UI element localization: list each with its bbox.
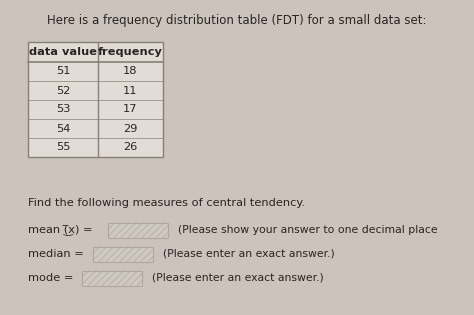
Text: Find the following measures of central tendency.: Find the following measures of central t…: [28, 198, 305, 208]
Bar: [82, 271, 142, 285]
Bar: [28, 42, 163, 157]
Text: 54: 54: [56, 123, 70, 134]
Text: 51: 51: [56, 66, 70, 77]
Text: (Please show your answer to one decimal place: (Please show your answer to one decimal …: [178, 225, 438, 235]
Text: data value: data value: [29, 47, 97, 57]
Text: 29: 29: [123, 123, 137, 134]
Text: median =: median =: [28, 249, 84, 259]
Text: 55: 55: [56, 142, 70, 152]
Text: 26: 26: [123, 142, 137, 152]
Bar: [108, 222, 168, 238]
Text: 53: 53: [56, 105, 70, 114]
Bar: [28, 42, 163, 157]
Bar: [93, 247, 153, 261]
Text: mode =: mode =: [28, 273, 73, 283]
Text: 11: 11: [123, 85, 138, 95]
Text: (Please enter an exact answer.): (Please enter an exact answer.): [163, 249, 335, 259]
Text: (Please enter an exact answer.): (Please enter an exact answer.): [152, 273, 324, 283]
Text: 18: 18: [123, 66, 138, 77]
Text: 52: 52: [56, 85, 70, 95]
Text: frequency: frequency: [98, 47, 163, 57]
Text: 17: 17: [123, 105, 138, 114]
Text: Here is a frequency distribution table (FDT) for a small data set:: Here is a frequency distribution table (…: [47, 14, 427, 27]
Text: mean (̅͜x) =: mean (̅͜x) =: [28, 225, 92, 235]
